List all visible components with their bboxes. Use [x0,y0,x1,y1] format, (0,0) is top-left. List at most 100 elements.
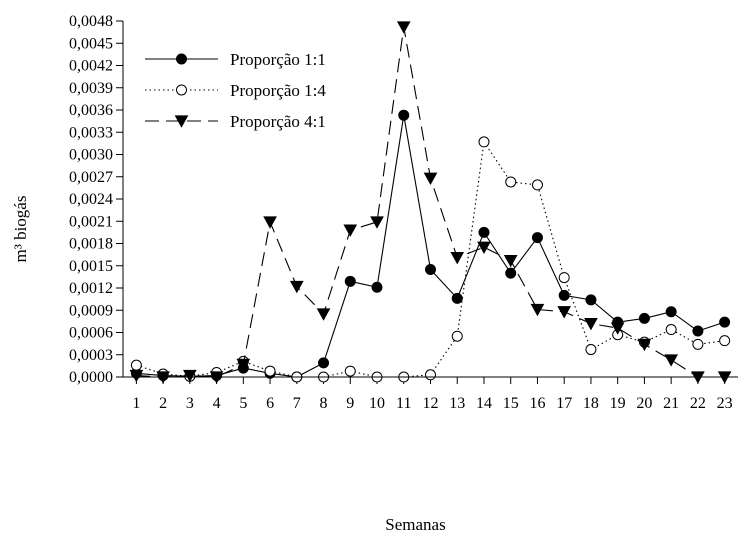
x-tick-label: 19 [610,395,626,412]
x-tick-label: 1 [132,395,140,412]
data-point [425,263,436,275]
data-point [610,322,625,335]
y-tick-label: 0,0048 [69,13,113,30]
data-point [343,224,358,237]
x-tick-label: 23 [717,395,733,412]
x-tick-label: 14 [476,395,492,412]
series-layer [129,21,732,384]
data-point [316,308,331,321]
data-point [665,306,677,318]
data-point [236,358,251,372]
y-axis-ticks: 0,0000 0,0003 0,0006 0,0009 0,0012 0,0015 0,00… [69,13,123,386]
data-point [719,316,731,328]
y-tick-label: 0,0039 [69,80,113,97]
x-tick-label: 20 [636,395,652,412]
x-tick-label: 2 [159,395,167,412]
x-tick-label: 22 [690,395,706,412]
data-point [584,318,598,331]
data-point [344,365,356,377]
x-tick-label: 15 [503,395,519,412]
x-tick-label: 16 [529,395,545,412]
x-axis-title: Semanas [385,515,445,534]
y-tick-label: 0,0030 [69,147,113,164]
data-point [398,109,410,121]
y-tick-label: 0,0015 [69,258,113,275]
x-tick-label: 11 [396,395,411,412]
data-point [719,335,731,347]
data-point [505,267,517,279]
data-point [370,216,384,229]
data-point [585,294,597,306]
y-tick-label: 0,0027 [69,169,113,186]
data-point [396,21,411,34]
data-point [130,359,142,371]
data-point [477,241,491,254]
x-axis-ticks: 1 2 3 4 5 6 7 8 9 10 11 12 13 14 15 16 17 18 19 20 21 22 23 [132,377,733,412]
series-line [136,115,725,378]
data-point [318,357,330,369]
data-point [451,330,463,342]
data-point [558,272,570,284]
x-tick-label: 6 [266,395,274,412]
legend-item: Proporção 4:1 [145,112,326,131]
y-axis-title: m³ biogás [11,196,30,263]
legend-item: Proporção 1:4 [145,81,326,100]
data-point [450,251,465,265]
data-point [585,344,597,356]
x-tick-label: 3 [186,395,194,412]
data-point [637,338,652,352]
data-point [665,324,677,336]
data-point [263,216,277,229]
data-point [531,179,543,191]
y-tick-label: 0,0003 [69,347,113,364]
legend-marker [176,84,187,96]
x-tick-label: 5 [239,395,247,412]
legend: Proporção 1:1 Proporção 1:4 Proporção 4:1 [145,50,326,131]
data-point [503,254,518,268]
y-tick-label: 0,0000 [69,369,113,386]
y-tick-label: 0,0036 [69,102,113,119]
x-tick-label: 21 [663,395,679,412]
x-tick-label: 17 [556,395,572,412]
legend-marker [174,115,189,128]
data-point [425,369,436,381]
data-point [478,136,490,148]
legend-item: Proporção 1:1 [145,50,326,69]
legend-label: Proporção 4:1 [230,112,326,131]
data-point [451,292,463,304]
data-point [478,226,490,238]
x-tick-label: 9 [346,395,354,412]
y-tick-label: 0,0042 [69,58,113,75]
y-tick-label: 0,0033 [69,124,113,141]
y-tick-label: 0,0024 [69,191,113,208]
legend-label: Proporção 1:4 [230,81,326,100]
y-tick-label: 0,0021 [69,213,113,230]
x-tick-label: 18 [583,395,599,412]
data-point [664,354,679,367]
data-point [129,369,144,383]
data-point [505,176,517,188]
y-tick-label: 0,0012 [69,280,113,297]
data-point [692,325,704,337]
data-point [182,369,197,383]
x-tick-label: 12 [423,395,439,412]
data-point [289,280,304,294]
x-tick-label: 7 [293,395,301,412]
series-line [136,26,725,378]
data-point [692,338,704,350]
x-tick-label: 10 [369,395,385,412]
data-point [371,281,383,293]
data-point [264,365,276,377]
data-point [531,232,543,244]
x-tick-label: 8 [320,395,328,412]
y-tick-label: 0,0009 [69,302,113,319]
x-tick-label: 4 [213,395,221,412]
y-tick-label: 0,0006 [69,325,113,342]
y-tick-label: 0,0045 [69,35,113,52]
legend-label: Proporção 1:1 [230,50,326,69]
data-point [557,306,572,319]
data-point [423,172,438,185]
data-point [638,312,650,324]
legend-marker [176,53,187,65]
series-3 [129,21,732,384]
